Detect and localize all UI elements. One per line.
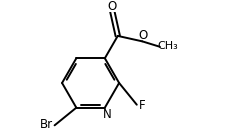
Text: F: F (139, 99, 145, 112)
Text: O: O (138, 29, 147, 42)
Text: O: O (107, 0, 116, 13)
Text: CH₃: CH₃ (157, 41, 177, 51)
Text: N: N (102, 108, 111, 121)
Text: Br: Br (40, 118, 53, 131)
